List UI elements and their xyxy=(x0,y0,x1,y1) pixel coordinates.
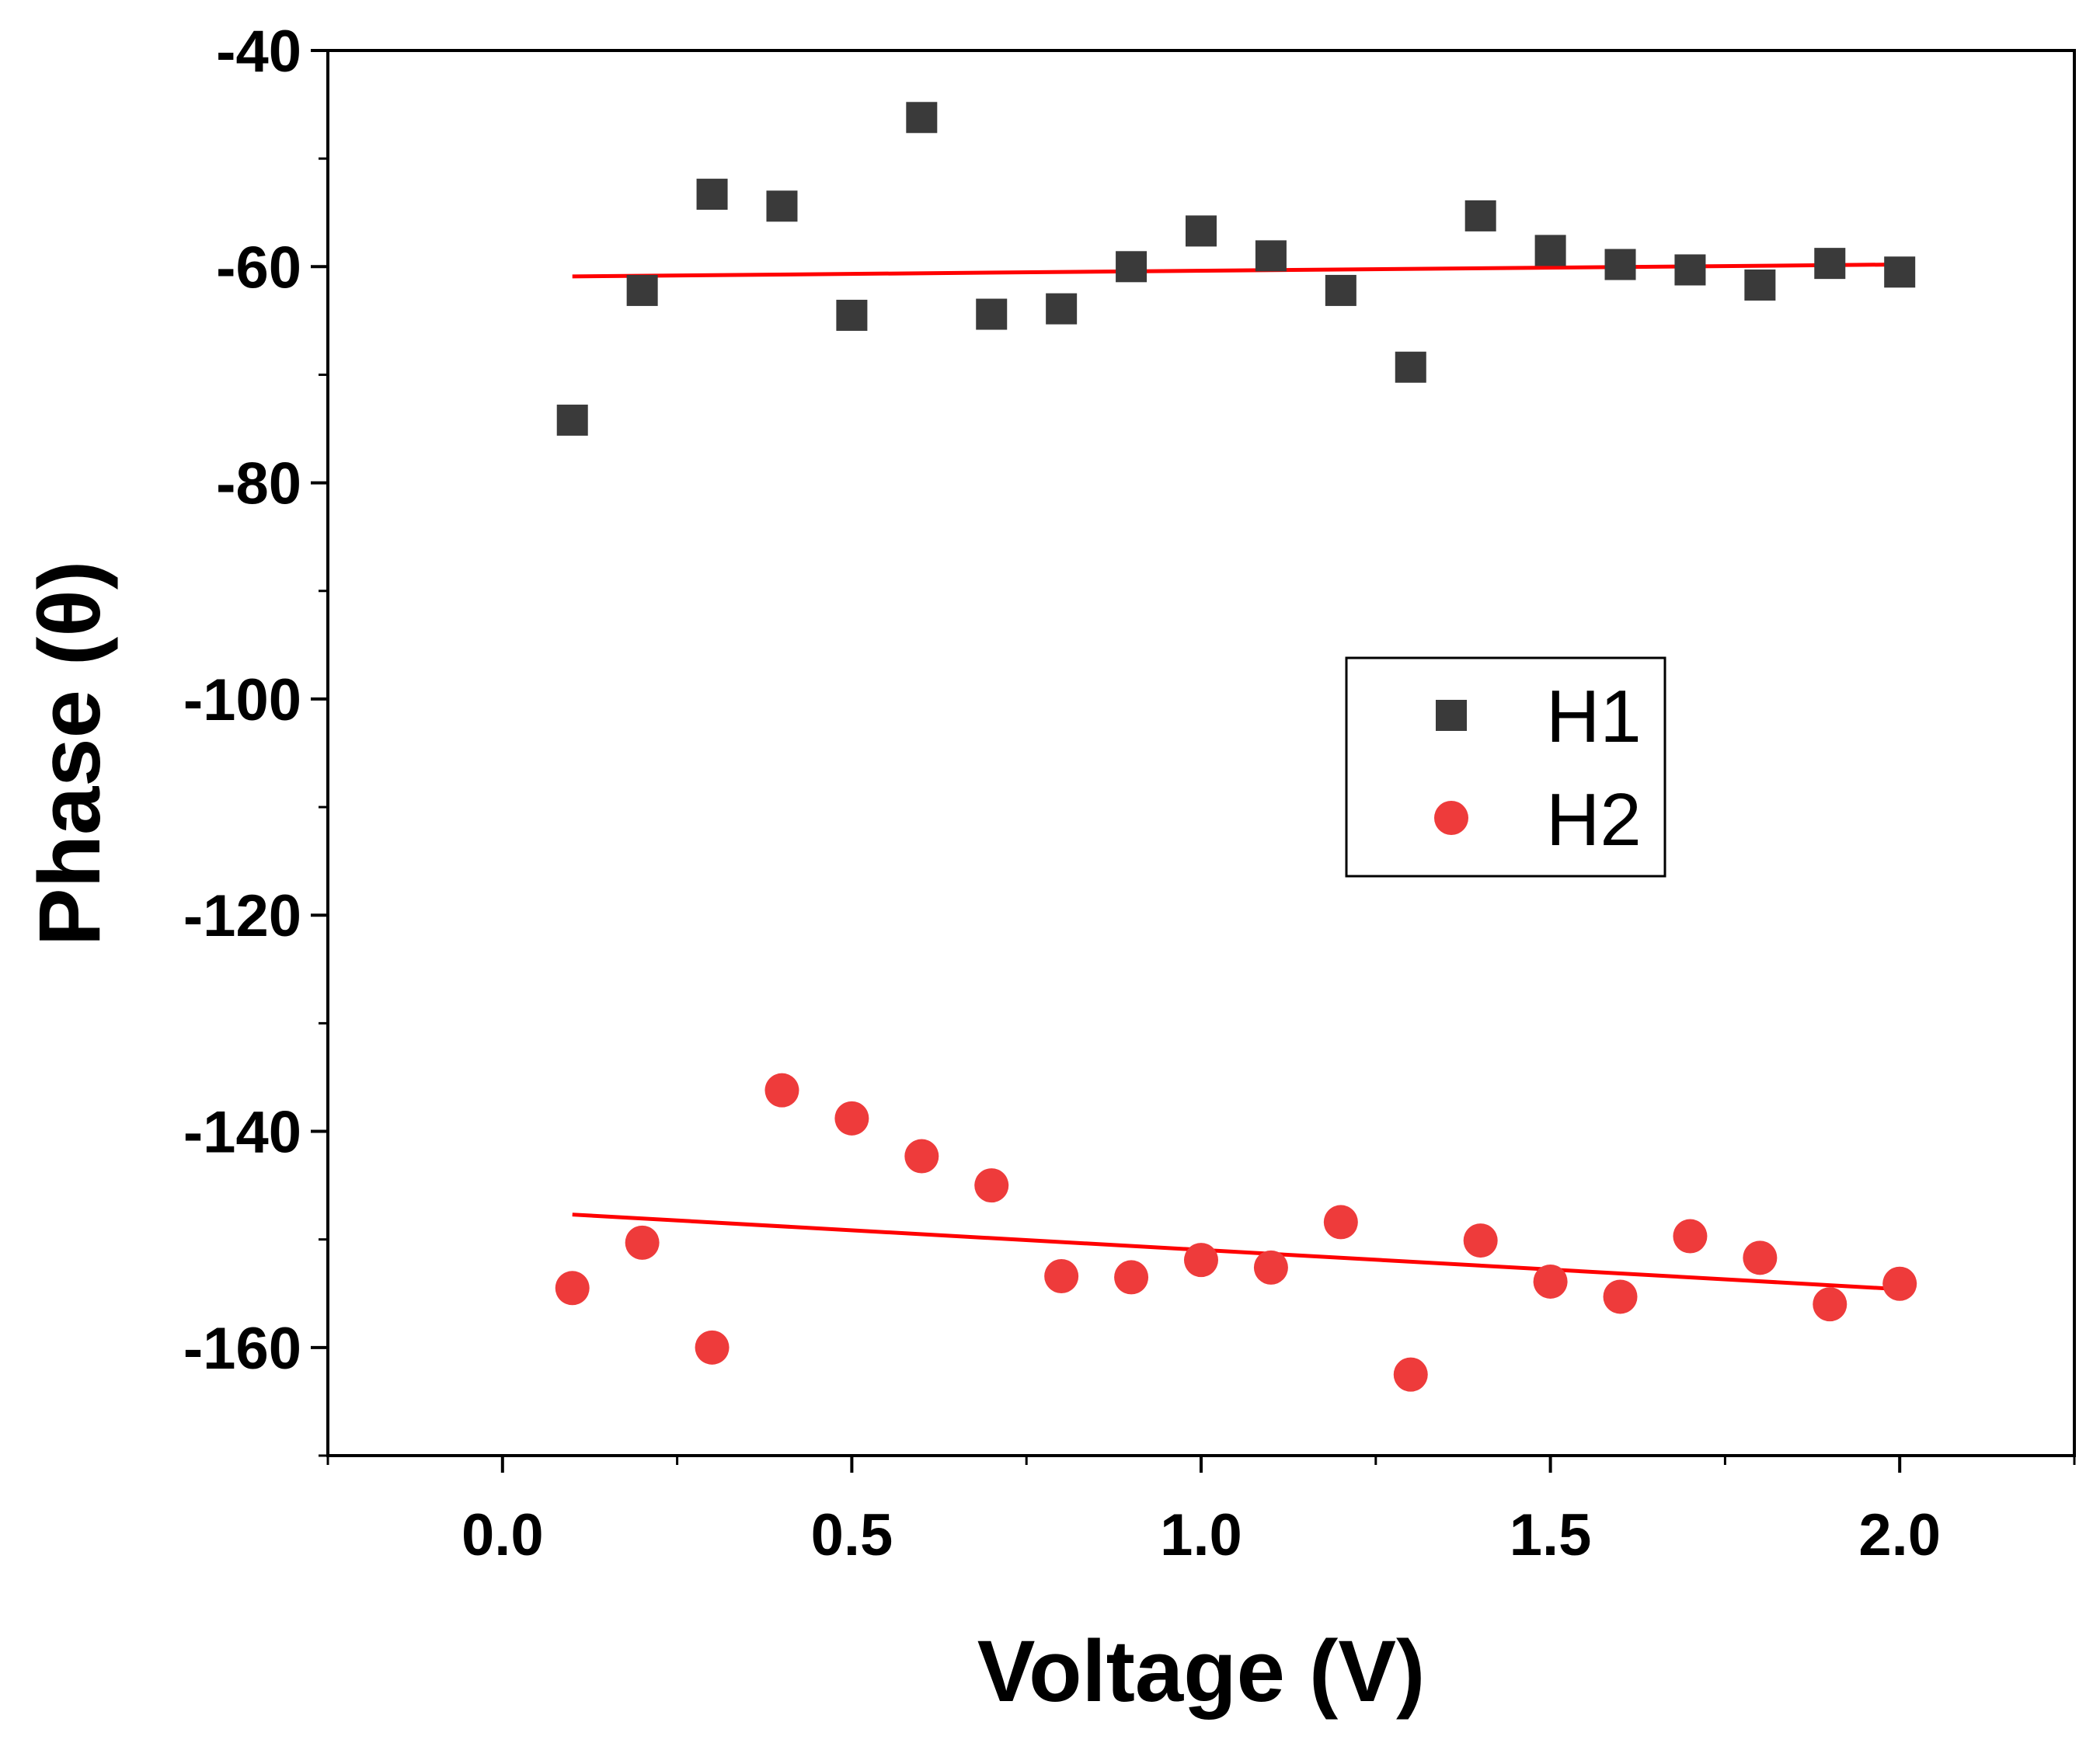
point-h2 xyxy=(1323,1205,1358,1240)
point-h2 xyxy=(1743,1240,1778,1275)
point-h1 xyxy=(1325,274,1356,306)
y-axis: -40 -60 -80 -100 -120 -140 -160 xyxy=(183,19,328,1457)
point-h2 xyxy=(1882,1266,1917,1301)
point-h2 xyxy=(764,1073,799,1108)
point-h1 xyxy=(1744,269,1776,301)
y-tick-label: -80 xyxy=(216,451,301,517)
point-h2 xyxy=(1253,1250,1288,1285)
fit-lines xyxy=(572,263,1900,1292)
x-axis: 0.0 0.5 1.0 1.5 2.0 xyxy=(326,1456,2076,1568)
y-tick-label: -120 xyxy=(183,883,301,949)
legend-h1-label: H1 xyxy=(1546,675,1642,758)
point-h2 xyxy=(1393,1357,1428,1392)
fit-line-h2 xyxy=(572,1212,1900,1292)
y-axis-title: Phase (θ) xyxy=(21,561,118,946)
legend-h1-marker xyxy=(1436,700,1467,731)
point-h1 xyxy=(1255,240,1287,272)
point-h1 xyxy=(766,190,798,222)
point-h1 xyxy=(696,179,728,210)
point-h1 xyxy=(626,274,658,306)
point-h1 xyxy=(1674,254,1706,286)
point-h1 xyxy=(976,298,1008,330)
x-tick-label: 0.5 xyxy=(811,1502,893,1568)
point-h1 xyxy=(1814,248,1846,280)
x-tick-label: 1.0 xyxy=(1160,1502,1242,1568)
y-tick-label: -160 xyxy=(183,1316,301,1382)
point-h1 xyxy=(1116,251,1148,283)
y-tick-label: -100 xyxy=(183,667,301,733)
point-h1 xyxy=(1604,249,1636,280)
point-h2 xyxy=(1114,1260,1149,1295)
point-h2 xyxy=(625,1225,660,1260)
point-h1 xyxy=(1884,256,1916,288)
point-h2 xyxy=(904,1139,939,1174)
point-h2 xyxy=(1533,1264,1568,1299)
point-h1 xyxy=(1464,200,1496,231)
point-h1 xyxy=(836,299,868,331)
x-tick-label: 0.0 xyxy=(461,1502,544,1568)
point-h1 xyxy=(1186,215,1217,247)
point-h1 xyxy=(1534,235,1566,266)
point-h2 xyxy=(1673,1219,1708,1254)
point-h1 xyxy=(906,102,938,134)
y-tick-label: -140 xyxy=(183,1100,301,1166)
legend-h2-marker xyxy=(1434,801,1468,835)
legend-box xyxy=(1345,656,1666,878)
y-tick-label: -60 xyxy=(216,235,301,301)
point-h2 xyxy=(974,1168,1009,1203)
point-h2 xyxy=(1044,1259,1079,1294)
point-h1 xyxy=(1046,293,1078,325)
point-h1 xyxy=(556,404,588,436)
point-h2 xyxy=(1184,1243,1218,1278)
point-h2 xyxy=(1463,1223,1498,1258)
legend: H1 H2 xyxy=(1345,656,1666,878)
x-tick-label: 2.0 xyxy=(1858,1502,1941,1568)
point-h2 xyxy=(1603,1279,1638,1314)
point-h2 xyxy=(555,1271,590,1306)
data-markers xyxy=(555,102,1917,1392)
y-tick-label: -40 xyxy=(216,19,301,85)
x-tick-label: 1.5 xyxy=(1510,1502,1592,1568)
point-h1 xyxy=(1395,351,1426,383)
x-axis-title: Voltage (V) xyxy=(977,1623,1426,1720)
point-h2 xyxy=(1813,1287,1848,1322)
point-h2 xyxy=(834,1101,869,1136)
legend-h2-label: H2 xyxy=(1546,778,1642,861)
point-h2 xyxy=(695,1330,730,1365)
